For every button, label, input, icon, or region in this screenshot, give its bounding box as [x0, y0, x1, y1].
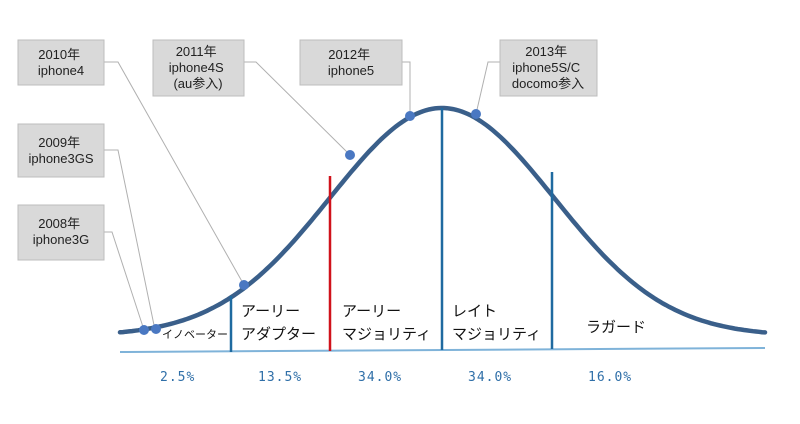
callout-line: iphone3G: [33, 232, 89, 247]
marker-2010: [239, 280, 249, 290]
svg-text:2013年 iphone5S/C d: 2013年 iphone5S/C docomo参入: [512, 44, 584, 91]
callout-line: 2013年: [525, 44, 567, 59]
callout-line: 2011年: [176, 44, 217, 59]
segment-label-laggards: ラガード: [586, 318, 646, 336]
marker-2008: [139, 325, 149, 335]
marker-2013: [471, 109, 481, 119]
callout-box: [499, 39, 598, 97]
callout-line: iphone3GS: [28, 151, 93, 166]
marker-2011: [345, 150, 355, 160]
percent-early-adopters: 13.5%: [258, 370, 302, 385]
leader-2011: [244, 61, 351, 156]
svg-text:2011年 iphone4S (au: 2011年 iphone4S (au参入): [169, 44, 228, 91]
svg-text:2010年 iphone4: 2010年 iphone4: [38, 47, 84, 78]
callout-line: iphone5S/C: [512, 60, 580, 75]
callout-2009: 2009年 iphone3GS: [17, 123, 105, 178]
segment-label-line: マジョリティ: [342, 325, 431, 343]
segment-label-line: アーリー: [241, 302, 300, 320]
percent-early-majority: 34.0%: [358, 370, 402, 385]
callout-line: docomo参入: [512, 76, 584, 91]
callout-box: [299, 39, 403, 86]
callout-box: [152, 39, 245, 97]
segment-label-late-majority: レイト マジョリティ: [452, 302, 541, 343]
segment-label-line: レイト: [452, 302, 497, 320]
leader-2013: [475, 61, 500, 115]
marker-2009: [151, 324, 161, 334]
callout-2013: 2013年 iphone5S/C docomo参入: [499, 39, 598, 97]
callout-line: iphone4S: [169, 60, 224, 75]
callout-box: [17, 123, 105, 178]
callout-box: [17, 39, 105, 86]
leader-2012: [402, 61, 411, 116]
callout-line: 2010年: [38, 47, 80, 62]
percent-laggards: 16.0%: [588, 370, 632, 385]
svg-text:2009年 iphone3GS: 2009年 iphone3GS: [28, 135, 93, 166]
leader-2010: [104, 61, 245, 286]
svg-text:2012年 iphone5: 2012年 iphone5: [328, 47, 374, 78]
segment-label-line: マジョリティ: [452, 325, 541, 343]
callout-2010: 2010年 iphone4: [17, 39, 105, 86]
segment-label-innovators: イノベーター: [162, 328, 228, 341]
leader-lines: [104, 61, 500, 331]
curve-markers: [139, 109, 481, 335]
callout-line: 2008年: [38, 216, 80, 231]
callout-line: 2009年: [38, 135, 80, 150]
segment-label-early-majority: アーリー マジョリティ: [342, 302, 431, 343]
callout-line: 2012年: [328, 47, 370, 62]
segment-label-line: アーリー: [342, 302, 401, 320]
callout-line: (au参入): [173, 76, 222, 91]
callout-2012: 2012年 iphone5: [299, 39, 403, 86]
callout-line: iphone5: [328, 63, 374, 78]
callout-box: [17, 204, 105, 261]
leader-2008: [104, 231, 145, 331]
marker-2012: [405, 111, 415, 121]
segment-label-line: アダプター: [241, 325, 316, 343]
callout-2008: 2008年 iphone3G: [17, 204, 105, 261]
segment-label-early-adopters: アーリー アダプター: [241, 302, 316, 343]
percent-innovators: 2.5%: [160, 370, 195, 385]
svg-text:2008年 iphone3G: 2008年 iphone3G: [33, 216, 89, 247]
callout-line: iphone4: [38, 63, 84, 78]
leader-2009: [104, 149, 156, 331]
callout-2011: 2011年 iphone4S (au参入): [152, 39, 245, 97]
percent-late-majority: 34.0%: [468, 370, 512, 385]
